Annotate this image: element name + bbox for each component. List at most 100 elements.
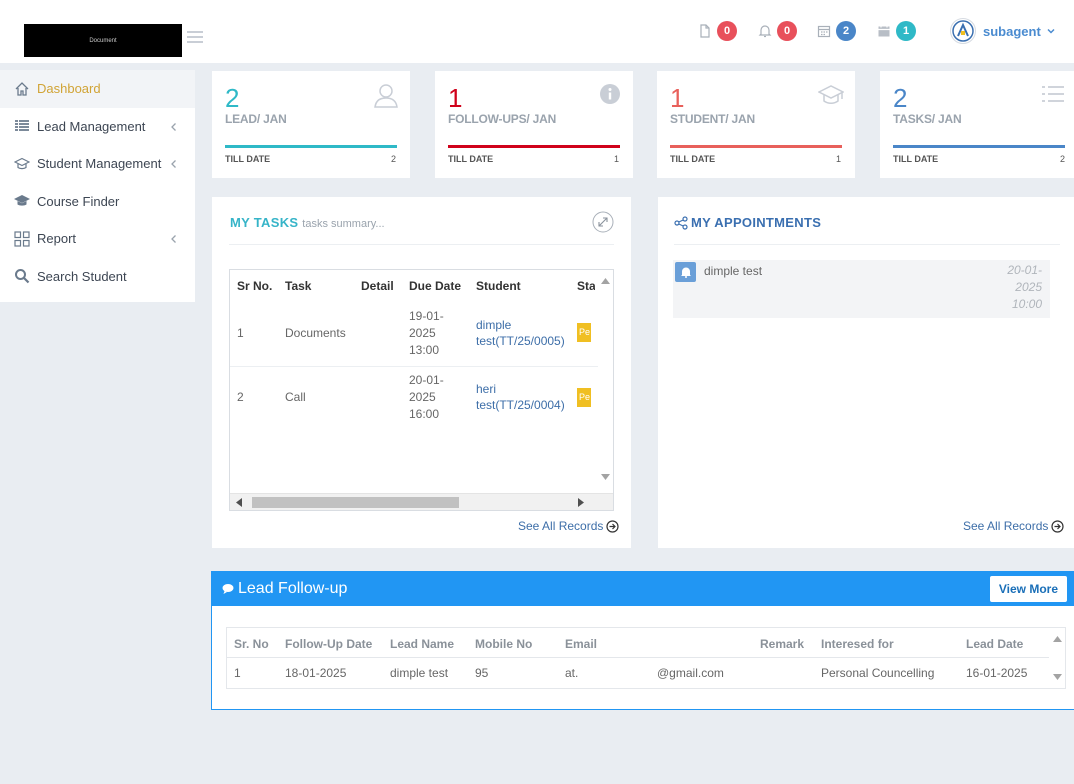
info-icon <box>600 84 620 104</box>
task-student-link[interactable]: test(TT/25/0004) <box>476 398 565 412</box>
status-badge: Pe <box>577 388 591 407</box>
search-icon <box>15 269 30 284</box>
till-date-value: 2 <box>1059 154 1065 164</box>
scroll-left-arrow-icon[interactable] <box>236 498 242 507</box>
appointment-name: dimple test <box>704 264 763 278</box>
comment-icon <box>222 584 234 594</box>
arrow-circle-right-icon <box>606 519 619 533</box>
column-header: Lead Name <box>390 637 455 651</box>
till-date-label: TILL DATE <box>893 154 939 164</box>
sidebar-item-report[interactable]: Report <box>0 220 195 258</box>
documents-notification[interactable]: 0 <box>698 20 737 42</box>
chevron-left-icon <box>171 122 176 131</box>
stat-progress-bar <box>225 145 397 148</box>
scroll-up-arrow-icon[interactable] <box>601 278 610 284</box>
appointments-see-all-link[interactable]: See All Records <box>963 519 1064 533</box>
column-header: Lead Date <box>966 637 1024 651</box>
stat-value: 1 <box>670 83 685 113</box>
task-name: Call <box>285 390 306 404</box>
stat-card-follow-ups[interactable]: 1 FOLLOW-UPS/ JAN TILL DATE 1 <box>435 71 633 178</box>
arrow-circle-right-icon <box>1051 519 1064 533</box>
sidebar-item-label: Student Management <box>37 156 162 172</box>
followup-date: 18-01-2025 <box>285 666 347 680</box>
appointment-badge <box>675 262 696 282</box>
column-header: Student <box>476 279 521 293</box>
sidebar-item-student-management[interactable]: Student Management <box>0 145 195 183</box>
chevron-left-icon <box>171 160 176 168</box>
mortarboard-icon <box>14 195 30 206</box>
stat-value: 2 <box>225 83 240 113</box>
home-icon <box>15 81 29 96</box>
mobile-no: 95 <box>475 666 489 680</box>
till-date-value: 2 <box>390 154 396 164</box>
view-more-button[interactable]: View More <box>989 576 1067 602</box>
task-name: Documents <box>285 326 346 340</box>
sidebar-item-lead-management[interactable]: Lead Management <box>0 108 195 146</box>
lead-followup-panel: Lead Follow-up View More Sr. No Follow-U… <box>211 571 1074 710</box>
column-header: Detail <box>361 279 394 293</box>
row-divider <box>227 657 1049 658</box>
appointment-item[interactable]: dimple test 20-01- 2025 10:00 <box>673 260 1050 318</box>
task-due-date: 19-01- <box>409 309 444 323</box>
logo[interactable]: Document <box>24 24 182 57</box>
column-header: Mobile No <box>475 637 533 651</box>
till-date-label: TILL DATE <box>670 154 716 164</box>
user-name: subagent <box>983 23 1041 39</box>
column-header: Task <box>285 279 312 293</box>
menu-toggle-icon[interactable] <box>187 31 203 43</box>
alerts-notification[interactable]: 0 <box>758 20 797 42</box>
tasks-notification[interactable]: 2 <box>817 20 856 42</box>
stat-value: 1 <box>448 83 463 113</box>
scroll-right-arrow-icon[interactable] <box>578 498 584 507</box>
task-student-link[interactable]: test(TT/25/0005) <box>476 334 565 348</box>
share-icon <box>674 215 688 230</box>
stat-progress-bar <box>448 145 620 148</box>
till-date-value: 1 <box>835 154 841 164</box>
stat-card-students[interactable]: 1 STUDENT/ JAN TILL DATE 1 <box>657 71 855 178</box>
link-text: See All Records <box>963 519 1049 533</box>
graduation-cap-icon <box>818 85 844 104</box>
chevron-down-icon <box>1047 28 1055 34</box>
documents-count-badge: 0 <box>717 21 737 41</box>
stat-card-leads[interactable]: 2 LEAD/ JAN TILL DATE 2 <box>212 71 410 178</box>
scrollbar-thumb[interactable] <box>252 497 459 508</box>
task-due-date: 2025 <box>409 326 436 340</box>
sidebar-item-search-student[interactable]: Search Student <box>0 258 195 296</box>
till-date-label: TILL DATE <box>225 154 271 164</box>
horizontal-scrollbar[interactable] <box>230 493 613 510</box>
column-header: Due Date <box>409 279 462 293</box>
expand-icon[interactable] <box>592 211 614 233</box>
bell-icon <box>680 267 691 278</box>
sidebar-item-label: Lead Management <box>37 118 146 134</box>
tasks-see-all-link[interactable]: See All Records <box>518 519 619 533</box>
lead-followup-title: Lead Follow-up <box>238 580 348 597</box>
stat-label: TASKS/ JAN <box>893 112 962 126</box>
scroll-up-arrow-icon[interactable] <box>1053 636 1062 642</box>
user-icon <box>374 84 398 108</box>
sidebar-item-course-finder[interactable]: Course Finder <box>0 183 195 221</box>
appointments-notification[interactable]: 1 <box>877 20 916 42</box>
appointment-date: 20-01- <box>1007 263 1042 277</box>
appointment-time: 10:00 <box>1011 297 1042 311</box>
column-header: Remark <box>760 637 805 651</box>
lead-followup-table: Sr. No Follow-Up Date Lead Name Mobile N… <box>226 627 1066 689</box>
bell-icon <box>758 25 772 38</box>
scroll-down-arrow-icon[interactable] <box>601 474 610 480</box>
followup-sr: 1 <box>234 666 241 680</box>
till-date-value: 1 <box>613 154 619 164</box>
task-due-date: 20-01- <box>409 373 444 387</box>
vertical-scrollbar[interactable] <box>598 270 613 495</box>
scroll-down-arrow-icon[interactable] <box>1053 674 1062 680</box>
vertical-scrollbar[interactable] <box>1049 628 1065 688</box>
task-due-date: 2025 <box>409 390 436 404</box>
sidebar-item-dashboard[interactable]: Dashboard <box>0 70 195 108</box>
user-menu[interactable]: subagent <box>950 17 1055 45</box>
stat-card-tasks[interactable]: 2 TASKS/ JAN TILL DATE 2 <box>880 71 1074 178</box>
task-sr: 2 <box>237 390 244 404</box>
task-sr: 1 <box>237 326 244 340</box>
till-date-label: TILL DATE <box>448 154 494 164</box>
appointments-count-badge: 1 <box>896 21 916 41</box>
stat-progress-bar <box>670 145 842 148</box>
task-student-link[interactable]: dimple <box>476 318 512 332</box>
task-student-link[interactable]: heri <box>476 382 497 396</box>
